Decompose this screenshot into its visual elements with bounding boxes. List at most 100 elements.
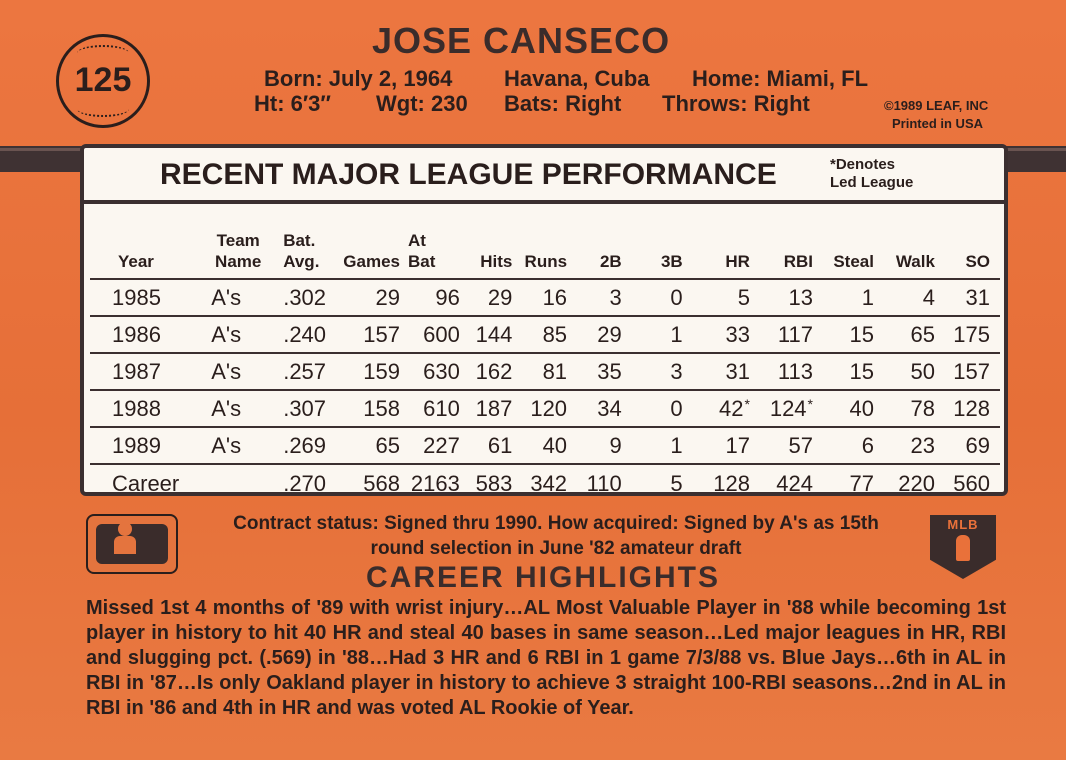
- cell-team: A's: [197, 278, 280, 316]
- cell-value: 77: [849, 471, 874, 496]
- cell-2b: 9: [571, 426, 626, 464]
- header-avg: Bat. Avg.: [283, 231, 320, 271]
- cell-value: 128: [713, 471, 750, 496]
- cell-avg: .270: [279, 463, 336, 503]
- cell-hits: 29: [463, 278, 517, 316]
- cell-value: 175: [953, 321, 990, 347]
- cell-value: 110: [586, 471, 622, 496]
- cell-hr: 42*: [686, 389, 754, 427]
- contract-line2: round selection in June '82 amateur draf…: [370, 538, 742, 559]
- cell-value: .307: [283, 395, 327, 421]
- card-number: 125: [74, 61, 132, 99]
- cell-steal: 15: [817, 352, 878, 390]
- contract-status: Contract status: Signed thru 1990. How a…: [196, 511, 916, 561]
- header-2b: 2B: [599, 252, 622, 271]
- cell-team: A's: [197, 315, 280, 353]
- cell-so: 128: [938, 389, 1000, 427]
- led-league-marker: *: [807, 395, 813, 412]
- cell-rbi: 113: [753, 352, 817, 390]
- career-highlights-title: CAREER HIGHLIGHTS: [365, 561, 720, 594]
- cell-runs: 40: [516, 426, 572, 464]
- cell-value: 78: [910, 395, 935, 421]
- header-runs: Runs: [524, 252, 568, 271]
- cell-value: 124: [769, 395, 807, 421]
- cell-rbi: 124*: [753, 389, 817, 427]
- cell-rbi: 13: [753, 278, 817, 316]
- cell-value: A's: [211, 321, 242, 347]
- cell-value: 600: [423, 321, 460, 347]
- cell-2b: 34: [571, 389, 626, 427]
- cell-value: 3: [670, 358, 683, 384]
- cell-value: 1985: [112, 284, 161, 310]
- cell-value: 35: [597, 358, 622, 384]
- cell-value: 57: [788, 432, 813, 458]
- table-row: Career .270 568 2163 583 342 110 5 128 424 77 220 56…: [90, 463, 1000, 503]
- cell-value: 630: [423, 358, 460, 384]
- cell-atbat: 96: [403, 278, 464, 316]
- cell-value: 0: [670, 284, 683, 310]
- cell-value: 65: [910, 321, 935, 347]
- card-number-baseball-icon: 125: [56, 34, 150, 128]
- cell-3b: 3: [625, 352, 687, 390]
- header-year: Year: [118, 252, 154, 271]
- cell-year: 1986: [90, 315, 198, 353]
- cell-value: A's: [211, 395, 242, 421]
- cell-value: 159: [363, 358, 400, 384]
- bio-height: Ht: 6′3″: [254, 91, 331, 116]
- cell-year: 1987: [90, 352, 198, 390]
- cell-hr: 31: [686, 352, 754, 390]
- cell-value: 15: [849, 321, 874, 347]
- cell-rbi: 424: [753, 463, 817, 503]
- cell-runs: 81: [516, 352, 572, 390]
- bio-home: Home: Miami, FL: [692, 66, 869, 91]
- cell-2b: 35: [571, 352, 626, 390]
- mlb-badge-icon: MLB: [930, 515, 996, 579]
- cell-rbi: 57: [753, 426, 817, 464]
- cell-year: 1988: [90, 389, 198, 427]
- cell-value: 65: [375, 432, 400, 458]
- table-row: 1988 A's .307 158 610 187 120 34 0 42* 124* 40 78 128: [90, 389, 1000, 427]
- cell-value: .270: [283, 471, 327, 496]
- cell-runs: 16: [516, 278, 572, 316]
- table-row: 1985 A's .302 29 96 29 16 3 0 5 13 1 4 31: [90, 278, 1000, 316]
- table-row: 1987 A's .257 159 630 162 81 35 3 31 113 15 50 157: [90, 352, 1000, 390]
- cell-atbat: 227: [403, 426, 464, 464]
- cell-hits: 162: [463, 352, 517, 390]
- denotes-note: *Denotes Led League: [830, 156, 913, 192]
- header-hits: Hits: [480, 252, 513, 271]
- cell-2b: 3: [571, 278, 626, 316]
- cell-2b: 29: [571, 315, 626, 353]
- cell-value: 50: [910, 358, 935, 384]
- cell-hr: 128: [686, 463, 754, 503]
- cell-team: [197, 463, 280, 503]
- cell-value: .257: [283, 358, 327, 384]
- cell-steal: 40: [817, 389, 878, 427]
- cell-value: 15: [849, 358, 874, 384]
- cell-team: A's: [197, 352, 280, 390]
- cell-value: 583: [475, 471, 513, 496]
- cell-value: 1988: [112, 395, 161, 421]
- cell-2b: 110: [571, 463, 626, 503]
- stats-header-row: Year Team Name Bat. Avg. Games At Bat Hits …: [90, 206, 1000, 279]
- cell-value: 96: [435, 284, 460, 310]
- cell-value: 128: [953, 395, 990, 421]
- cell-3b: 5: [625, 463, 687, 503]
- cell-value: .302: [283, 284, 327, 310]
- title-rule: [84, 200, 1004, 204]
- header-steal: Steal: [833, 252, 874, 271]
- cell-runs: 342: [516, 463, 572, 503]
- cell-avg: .307: [279, 389, 336, 427]
- cell-rbi: 117: [753, 315, 817, 353]
- cell-value: 34: [597, 395, 622, 421]
- table-row: 1989 A's .269 65 227 61 40 9 1 17 57 6 23 69: [90, 426, 1000, 464]
- cell-value: 1: [670, 321, 683, 347]
- cell-walk: 220: [877, 463, 939, 503]
- header-3b: 3B: [660, 252, 683, 271]
- cell-value: 3: [609, 284, 622, 310]
- cell-hr: 5: [686, 278, 754, 316]
- cell-value: 1: [861, 284, 874, 310]
- cell-so: 69: [938, 426, 1000, 464]
- cell-team: A's: [197, 389, 280, 427]
- cell-value: 187: [475, 395, 513, 421]
- cell-value: A's: [211, 358, 242, 384]
